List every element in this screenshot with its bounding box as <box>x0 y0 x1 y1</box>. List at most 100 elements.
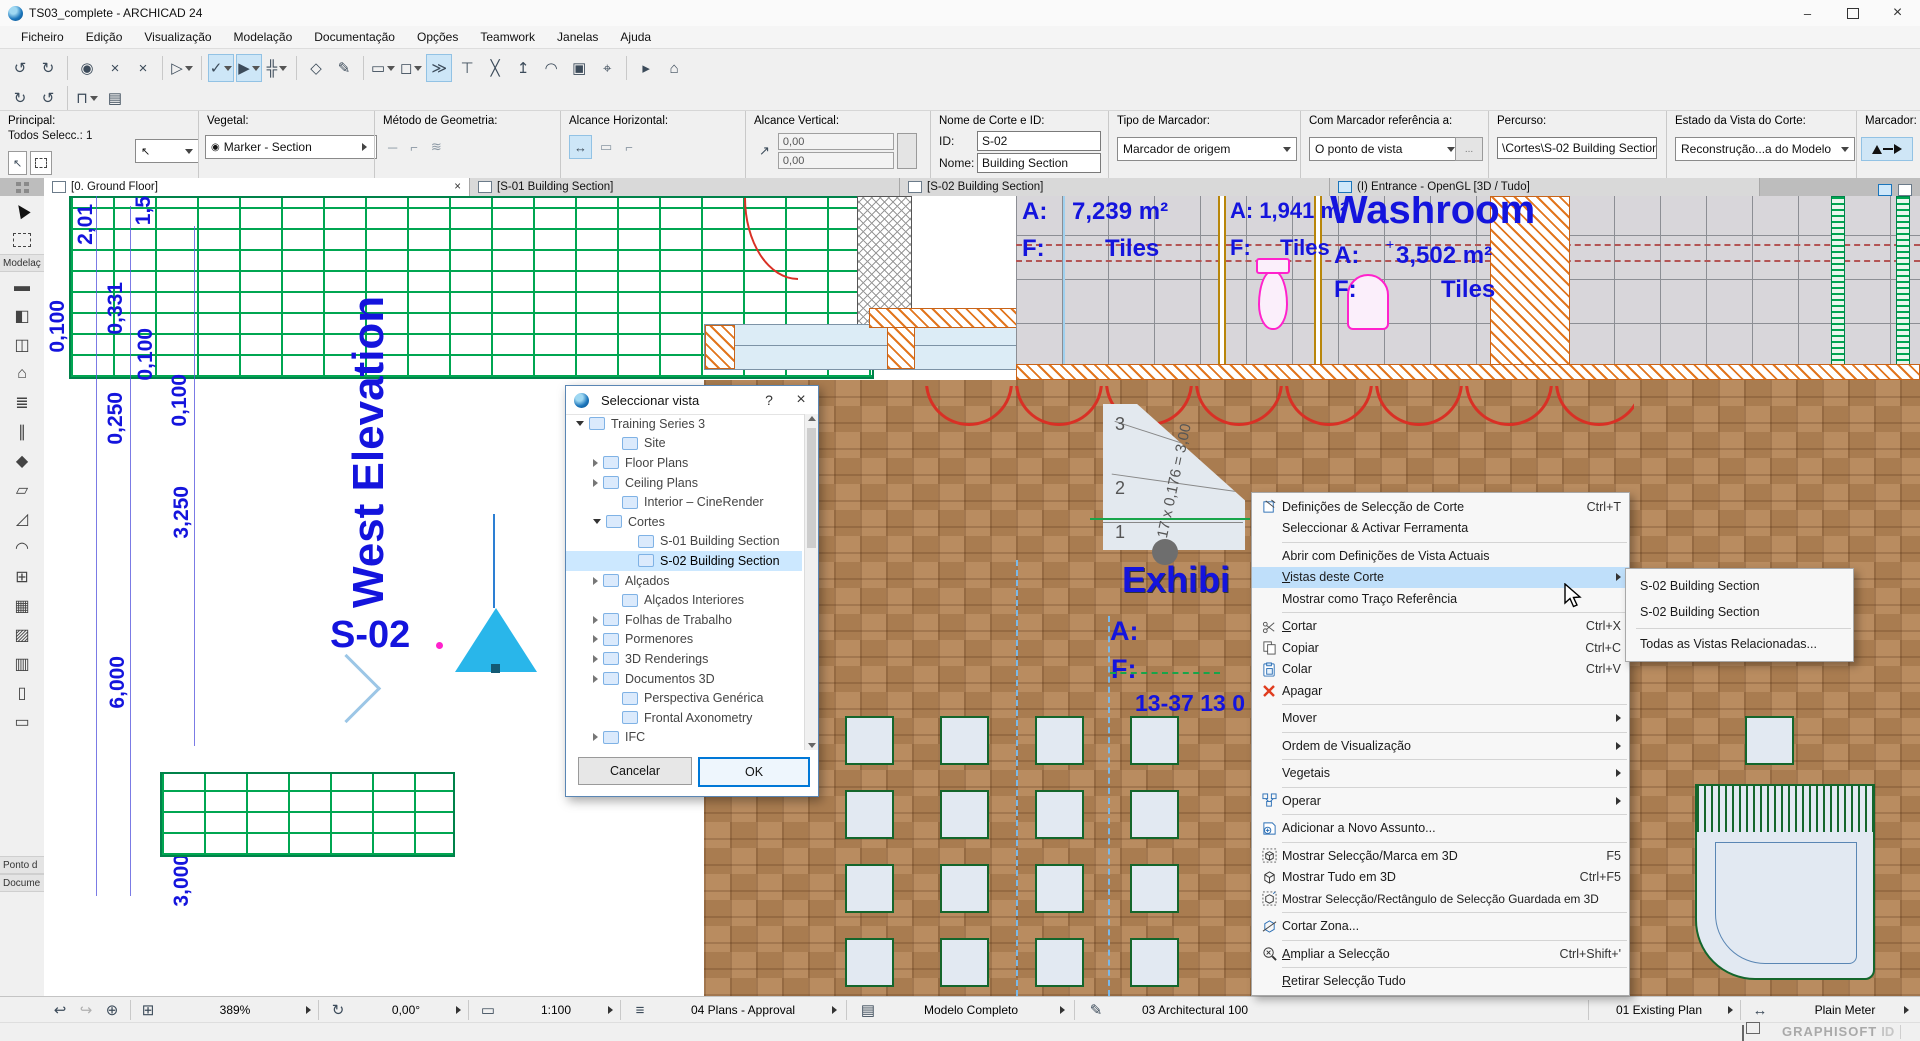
menu-item-cut-zone[interactable]: Cortar Zona... <box>1252 916 1629 938</box>
id-field[interactable]: S-02 <box>977 131 1101 151</box>
tree-item-frontal-axonometry[interactable]: Frontal Axonometry <box>566 708 802 728</box>
tree-item-folhas-de-trabalho[interactable]: Folhas de Trabalho <box>566 610 802 630</box>
ok-button[interactable]: OK <box>698 757 810 787</box>
arrow-mini-icon[interactable]: ↖ <box>8 151 28 175</box>
menu-documentacao[interactable]: Documentação <box>314 30 395 44</box>
elevation-marker-triangle[interactable] <box>455 608 537 672</box>
menu-item-show-selection-in-3d[interactable]: Mostrar Selecção/Marca em 3D F5 <box>1252 845 1629 867</box>
tab-ground-floor[interactable]: [0. Ground Floor] × <box>44 178 470 196</box>
menu-item-show-all-in-3d[interactable]: Mostrar Tudo em 3D Ctrl+F5 <box>1252 867 1629 889</box>
menu-item-show-as-trace-reference[interactable]: Mostrar como Traço Referência <box>1282 591 1458 606</box>
tree-item-perspectiva-generica[interactable]: Perspectiva Genérica <box>566 688 802 708</box>
menu-item-zoom-to-selection[interactable]: Ampliar a Selecção Ctrl+Shift+' <box>1252 943 1629 965</box>
tab-close-icon[interactable]: × <box>454 181 461 193</box>
geometry-straight-icon[interactable]: ─ <box>388 139 398 155</box>
home-icon[interactable]: ⌂ <box>669 59 679 77</box>
walk-mode-icon[interactable]: ≫ <box>426 54 453 82</box>
profile-icon[interactable]: ◻ <box>398 54 424 82</box>
arc-icon[interactable]: ◠ <box>544 60 558 77</box>
default-action-dropdown[interactable]: ↖ <box>135 139 199 163</box>
range-zero-icon[interactable]: ⌐ <box>625 139 633 155</box>
menu-teamwork[interactable]: Teamwork <box>480 30 536 44</box>
renovation-menu-arrow-icon[interactable] <box>1060 1006 1065 1014</box>
boxes-icon[interactable]: ▣ <box>572 60 587 77</box>
flag-icon[interactable]: ▸ <box>642 60 650 77</box>
target-icon[interactable]: ⌖ <box>602 59 612 77</box>
object-tool-icon[interactable]: ⌂ <box>17 364 27 382</box>
menu-item-deselect-all[interactable]: Retirar Selecção Tudo <box>1282 974 1406 989</box>
curtain-wall-tool-icon[interactable]: ▥ <box>14 655 30 673</box>
layout-split-icon[interactable] <box>1878 184 1892 196</box>
tree-item-s01-building-section[interactable]: S-01 Building Section <box>566 532 802 552</box>
roof-tool-icon[interactable]: ◿ <box>15 510 29 528</box>
column-tool-icon[interactable]: ▯ <box>17 684 27 702</box>
zoom-back-icon[interactable]: ↩ <box>53 1002 67 1019</box>
menu-ajuda[interactable]: Ajuda <box>620 30 652 44</box>
pen-set-icon[interactable]: ✎ <box>1089 1002 1103 1019</box>
tree-item-ceiling-plans[interactable]: Ceiling Plans <box>566 473 802 493</box>
tree-item-s02-building-section[interactable]: S-02 Building Section <box>566 551 802 571</box>
arrow-tool-icon[interactable]: ▷ <box>169 54 195 82</box>
delete-alt-icon[interactable]: × <box>138 59 148 77</box>
dimension-style-icon[interactable]: ↔ <box>1752 1001 1768 1019</box>
mesh-tool-icon[interactable]: ▦ <box>14 597 30 615</box>
scrollbar-thumb[interactable] <box>807 428 816 548</box>
help-icon[interactable]: ? <box>765 392 773 408</box>
zone-tool-icon[interactable]: ▨ <box>14 626 30 644</box>
tree-item-alcados[interactable]: Alçados <box>566 571 802 591</box>
marker-preview[interactable] <box>1861 137 1913 161</box>
orientation-icon[interactable]: ↻ <box>331 1002 345 1019</box>
layer-combination[interactable]: 04 Plans - Approval <box>690 1003 796 1017</box>
pencil-icon[interactable]: ✎ <box>337 60 351 77</box>
path-field[interactable]: \Cortes\S-02 Building Section (Re <box>1497 137 1657 159</box>
nome-field[interactable]: Building Section <box>977 153 1101 173</box>
tree-item-cortes[interactable]: Cortes <box>566 512 802 532</box>
menu-opcoes[interactable]: Opções <box>416 30 459 44</box>
orientation-menu-arrow-icon[interactable] <box>456 1006 461 1014</box>
morph-tool-icon[interactable]: ◆ <box>15 452 29 470</box>
close-icon[interactable]: × <box>796 391 806 408</box>
tab-s02-section[interactable]: [S-02 Building Section] <box>900 178 1330 196</box>
menu-item-move[interactable]: Mover <box>1252 708 1629 730</box>
marker-tool-icon[interactable]: ⊓ <box>74 84 100 112</box>
delete-icon[interactable]: × <box>110 59 120 77</box>
selection-node[interactable] <box>1152 539 1178 565</box>
cancel-button[interactable]: Cancelar <box>578 757 692 785</box>
tree-item-interior-cinerender[interactable]: Interior – CineRender <box>566 492 802 512</box>
menu-item-display-order[interactable]: Ordem de Visualização <box>1252 735 1629 757</box>
update-icon[interactable]: ↻ <box>13 90 27 107</box>
zoom-forward-icon[interactable]: ↪ <box>79 1002 93 1019</box>
frame-icon[interactable]: ▭ <box>370 54 396 82</box>
grid-snap-icon[interactable]: ╬ <box>264 54 290 82</box>
close-button[interactable]: × <box>1892 4 1903 21</box>
tree-item-project[interactable]: Training Series 3 <box>566 414 802 434</box>
tab-entrance-3d[interactable]: (I) Entrance - OpenGL [3D / Tudo] <box>1330 178 1760 196</box>
zoom-menu-arrow-icon[interactable] <box>306 1006 311 1014</box>
menu-item-cut[interactable]: Cortar Ctrl+X <box>1252 616 1629 638</box>
undo-icon[interactable]: ↺ <box>13 60 27 77</box>
layer-combination-2[interactable]: 01 Existing Plan <box>1615 1003 1703 1017</box>
tree-scrollbar[interactable] <box>804 414 818 750</box>
menu-item-operate[interactable]: Operar <box>1252 790 1629 812</box>
slab-tool-icon[interactable]: ▱ <box>15 481 29 499</box>
submenu-item-s02-building-section-1[interactable]: S-02 Building Section <box>1640 579 1760 593</box>
menu-item-open-with-current-view-settings[interactable]: Abrir com Definições de Vista Actuais <box>1282 548 1490 563</box>
select-tool-icon[interactable] <box>0 196 44 225</box>
stair-tool-icon[interactable]: ≣ <box>15 394 29 412</box>
layer2-menu-arrow-icon[interactable] <box>1728 1006 1733 1014</box>
menu-edicao[interactable]: Edição <box>85 30 123 44</box>
menu-item-section-settings[interactable]: Definições de Selecção de Corte Ctrl+T <box>1252 496 1629 518</box>
vertical-bottom-field[interactable]: 0,00 <box>777 152 894 169</box>
layer-dropdown[interactable]: ◉ Marker - Section <box>205 135 377 159</box>
menu-janelas[interactable]: Janelas <box>557 30 599 44</box>
toolbox-header-docume[interactable]: Docume <box>0 874 44 892</box>
snap-check-icon[interactable]: ✓ <box>208 54 234 82</box>
menu-item-copy[interactable]: Copiar Ctrl+C <box>1252 637 1629 659</box>
wall-tool-icon[interactable]: ▬ <box>14 277 30 295</box>
tab-s01-section[interactable]: [S-01 Building Section] <box>470 178 900 196</box>
window-restore-icon[interactable] <box>1742 1025 1744 1041</box>
refresh-icon[interactable]: ↺ <box>41 90 55 107</box>
layer-combination-icon[interactable]: ≡ <box>635 1001 645 1019</box>
pick-up-parameters-icon[interactable]: ◉ <box>80 60 94 77</box>
tsquare-icon[interactable]: ⊤ <box>460 60 474 77</box>
